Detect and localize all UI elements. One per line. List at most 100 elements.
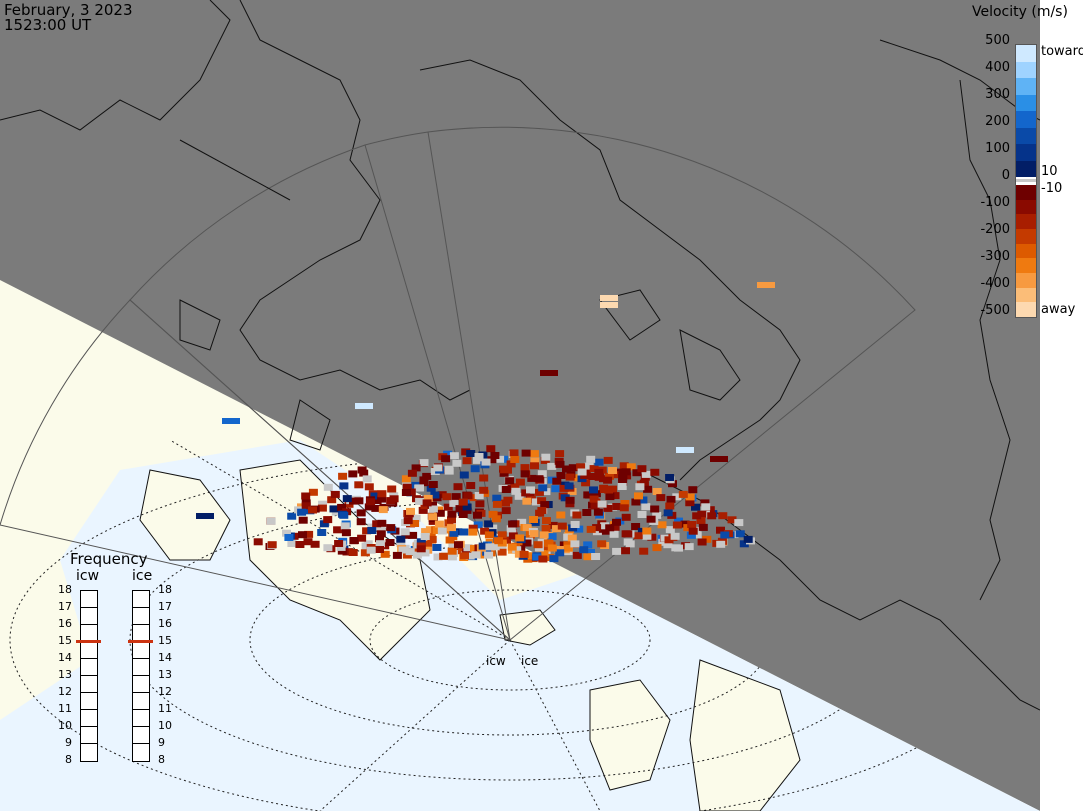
velocity-cell [401,489,411,496]
velocity-cell [460,552,469,560]
velocity-cell [517,518,527,526]
velocity-cell [336,543,346,551]
velocity-cell [414,484,424,492]
velocity-cell [583,541,593,549]
velocity-cell [579,546,589,554]
velocity-cell [364,503,374,511]
velocity-cell [492,500,502,508]
velocity-cell [590,502,600,510]
velocity-cell [521,489,531,497]
velocity-cell [284,534,294,541]
velocity-cell [568,464,578,472]
velocity-cell [490,452,500,459]
velocity-cell [532,553,542,561]
velocity-cell [507,543,517,551]
velocity-cell [619,504,629,512]
velocity-cell [437,527,447,535]
velocity-cell [396,540,406,547]
velocity-cell [565,473,575,481]
velocity-cell [739,540,749,548]
velocity-cell [544,540,554,548]
velocity-cell [541,488,551,496]
velocity-cell [641,503,651,511]
velocity-cell [529,450,539,458]
velocity-cell [665,474,675,481]
velocity-cell [470,465,480,473]
velocity-cell [298,516,308,524]
velocity-cell [556,511,566,519]
velocity-cell [634,492,643,500]
velocity-cell [301,492,311,500]
velocity-cell [329,505,339,513]
velocity-cell [556,472,566,479]
velocity-cell [692,531,702,539]
velocity-cell [364,483,374,491]
velocity-cell [555,450,565,458]
velocity-cell [361,542,371,550]
iceland-land [499,609,556,646]
velocity-cell [631,523,641,530]
velocity-cell [560,494,570,502]
velocity-cell [563,533,573,541]
velocity-cell [428,481,438,488]
velocity-cell [330,490,340,498]
velocity-cell [411,464,421,472]
velocity-cell [412,551,422,559]
velocity-cell [377,495,387,503]
velocity-cell [484,520,494,528]
velocity-cell [646,515,656,523]
velocity-cell [447,510,457,518]
velocity-cell [562,465,571,473]
velocity-cell [474,492,484,499]
velocity-cell [743,535,753,543]
velocity-cell [447,516,456,524]
velocity-cell [376,524,386,532]
tick-10-label: 10 [1041,164,1058,179]
velocity-cell [521,449,531,457]
velocity-cells [196,282,775,563]
velocity-cell [599,486,609,493]
velocity-cell [506,525,516,533]
velocity-cell [540,370,558,376]
velocity-cell [676,447,694,453]
velocity-cell [537,507,547,514]
velocity-cell [411,514,421,522]
velocity-cell [349,537,359,545]
velocity-cell [371,504,381,512]
away-label: away [1041,302,1076,317]
date-label: February, 3 2023 [4,1,133,19]
velocity-cell [537,497,547,505]
velocity-cell [323,516,333,524]
velocity-cell [295,541,305,548]
velocity-cell [555,549,565,557]
velocity-cell [437,491,447,499]
velocity-cell [308,506,317,514]
velocity-cell [389,495,399,503]
velocity-cell [435,509,445,517]
velocity-cell [471,551,481,559]
velocity-cell [342,548,352,556]
velocity-cell [642,532,652,540]
velocity-cell [420,533,430,540]
velocity-cell [638,496,648,504]
velocity-cell [468,528,478,536]
velocity-cell [310,540,320,548]
velocity-cell [253,538,263,546]
velocity-cell [621,468,631,476]
velocity-cell [406,488,416,496]
velocity-cell [466,482,476,489]
velocity-cell [453,483,463,491]
velocity-cell [479,474,489,482]
velocity-cell [533,541,543,549]
velocity-cell [697,538,707,546]
velocity-cell [403,517,413,525]
velocity-cell [632,469,642,477]
velocity-cell [637,511,647,518]
velocity-cell [318,500,327,508]
velocity-cell [514,550,524,558]
velocity-cell [617,483,627,490]
velocity-cell [447,553,457,561]
velocity-cell [418,506,428,514]
velocity-cell [377,490,387,498]
velocity-cell [612,547,622,555]
